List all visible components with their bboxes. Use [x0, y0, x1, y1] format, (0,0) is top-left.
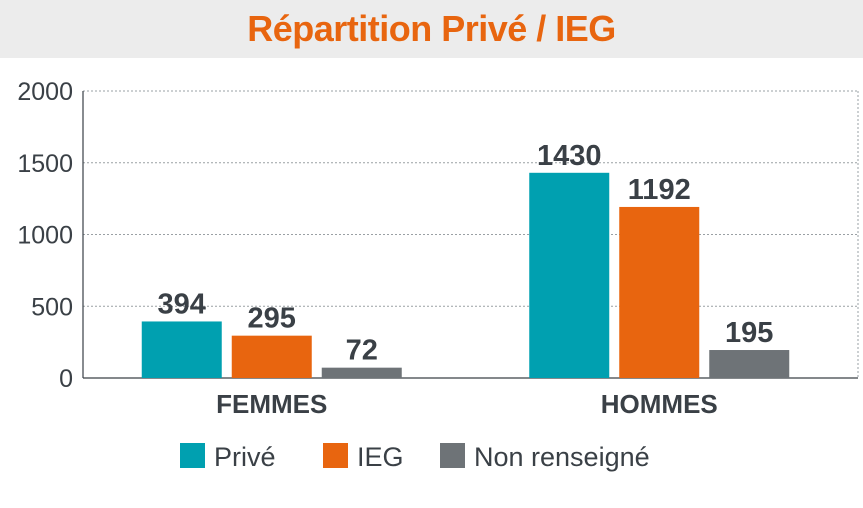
bar: [231, 335, 312, 378]
bar: [619, 206, 700, 378]
legend-swatch: [440, 443, 465, 468]
legend-swatch: [180, 443, 205, 468]
y-tick-label: 500: [31, 293, 73, 321]
data-label: 72: [346, 335, 378, 367]
x-tick-label: FEMMES: [216, 389, 327, 419]
legend-label: IEG: [357, 442, 404, 472]
data-label: 394: [158, 288, 206, 320]
y-tick-label: 2000: [17, 78, 73, 106]
bar: [709, 350, 790, 378]
legend-label: Non renseigné: [474, 442, 650, 472]
data-label: 195: [725, 317, 773, 349]
y-tick-label: 1000: [17, 222, 73, 250]
data-label: 1192: [628, 174, 691, 206]
chart-title: Répartition Privé / IEG: [247, 8, 616, 49]
bar: [529, 172, 610, 378]
y-tick-label: 0: [59, 365, 73, 393]
data-label: 1430: [537, 140, 602, 172]
legend-label: Privé: [214, 442, 276, 472]
x-tick-label: HOMMES: [601, 389, 718, 419]
title-band: Répartition Privé / IEG: [0, 0, 863, 58]
legend-swatch: [323, 443, 348, 468]
bar: [321, 367, 402, 378]
y-tick-label: 1500: [17, 150, 73, 178]
data-label: 295: [248, 303, 296, 335]
bar: [141, 321, 222, 378]
